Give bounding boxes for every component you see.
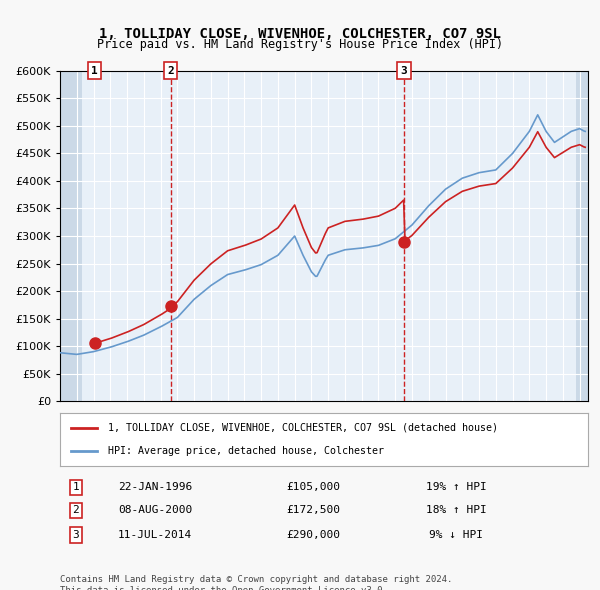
- Text: 2014: 2014: [395, 428, 404, 449]
- Text: 22-JAN-1996: 22-JAN-1996: [118, 483, 192, 492]
- Text: 2007: 2007: [278, 428, 287, 449]
- Text: £105,000: £105,000: [286, 483, 340, 492]
- Text: 08-AUG-2000: 08-AUG-2000: [118, 506, 192, 515]
- Text: 1997: 1997: [110, 428, 119, 449]
- Text: HPI: Average price, detached house, Colchester: HPI: Average price, detached house, Colc…: [107, 446, 383, 456]
- Text: Price paid vs. HM Land Registry's House Price Index (HPI): Price paid vs. HM Land Registry's House …: [97, 38, 503, 51]
- Text: 1994: 1994: [60, 428, 69, 449]
- Text: 2006: 2006: [261, 428, 270, 449]
- Text: 2009: 2009: [311, 428, 320, 449]
- Text: 3: 3: [401, 66, 407, 76]
- Text: 2022: 2022: [529, 428, 538, 449]
- Text: 2025: 2025: [580, 428, 589, 449]
- Text: 2019: 2019: [479, 428, 488, 449]
- Text: 2024: 2024: [563, 428, 572, 449]
- Bar: [576, 71, 588, 401]
- Text: 2011: 2011: [345, 428, 354, 449]
- Text: 1998: 1998: [127, 428, 136, 449]
- Text: 1996: 1996: [94, 428, 103, 449]
- Text: 1: 1: [91, 66, 98, 76]
- Text: £290,000: £290,000: [286, 530, 340, 540]
- Text: 11-JUL-2014: 11-JUL-2014: [118, 530, 192, 540]
- Text: 1995: 1995: [77, 428, 86, 449]
- Text: 2023: 2023: [546, 428, 555, 449]
- Text: 3: 3: [73, 530, 79, 540]
- Text: 2017: 2017: [446, 428, 455, 449]
- Text: 2015: 2015: [412, 428, 421, 449]
- Text: 2: 2: [167, 66, 174, 76]
- Text: 2020: 2020: [496, 428, 505, 449]
- Text: 2002: 2002: [194, 428, 203, 449]
- Text: 1, TOLLIDAY CLOSE, WIVENHOE, COLCHESTER, CO7 9SL: 1, TOLLIDAY CLOSE, WIVENHOE, COLCHESTER,…: [99, 27, 501, 41]
- Text: 19% ↑ HPI: 19% ↑ HPI: [425, 483, 487, 492]
- Bar: [60, 71, 82, 401]
- Text: 2012: 2012: [362, 428, 371, 449]
- Text: 2003: 2003: [211, 428, 220, 449]
- Text: 18% ↑ HPI: 18% ↑ HPI: [425, 506, 487, 515]
- Text: 1999: 1999: [144, 428, 153, 449]
- Text: 2004: 2004: [227, 428, 236, 449]
- Text: 2018: 2018: [462, 428, 471, 449]
- Text: 2010: 2010: [328, 428, 337, 449]
- Text: 2001: 2001: [178, 428, 187, 449]
- Text: 2000: 2000: [161, 428, 170, 449]
- Text: 9% ↓ HPI: 9% ↓ HPI: [429, 530, 483, 540]
- Text: 2: 2: [73, 506, 79, 515]
- Text: £172,500: £172,500: [286, 506, 340, 515]
- Text: 2005: 2005: [244, 428, 253, 449]
- Text: Contains HM Land Registry data © Crown copyright and database right 2024.
This d: Contains HM Land Registry data © Crown c…: [60, 575, 452, 590]
- Text: 2016: 2016: [429, 428, 438, 449]
- Text: 2008: 2008: [295, 428, 304, 449]
- Text: 1: 1: [73, 483, 79, 492]
- Text: 1, TOLLIDAY CLOSE, WIVENHOE, COLCHESTER, CO7 9SL (detached house): 1, TOLLIDAY CLOSE, WIVENHOE, COLCHESTER,…: [107, 423, 497, 433]
- Text: 2021: 2021: [512, 428, 521, 449]
- Text: 2013: 2013: [379, 428, 388, 449]
